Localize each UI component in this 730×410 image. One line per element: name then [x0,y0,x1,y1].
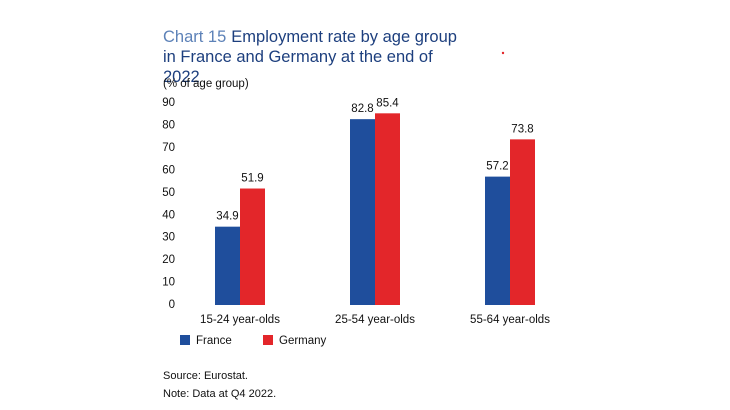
y-tick-label: 60 [162,164,175,176]
chart-title: Employment rate by age group in France a… [163,28,457,86]
value-label: 82.8 [351,103,373,115]
y-tick-label: 30 [162,232,175,244]
legend-label: Germany [279,335,327,347]
value-label: 73.8 [511,123,533,135]
chart-label: Chart 15 [163,28,227,46]
y-tick-label: 20 [162,254,175,266]
bar [485,176,510,305]
y-tick-label: 70 [162,142,175,154]
note: Note: Data at Q4 2022. [163,388,276,400]
source: Source: Eurostat. [163,370,248,382]
legend-swatch [263,335,273,345]
y-tick-label: 50 [162,187,175,199]
bar [350,119,375,305]
bar [510,139,535,305]
legend-swatch [180,335,190,345]
y-tick-label: 80 [162,119,175,131]
y-tick-label: 40 [162,209,175,221]
bar [215,226,240,305]
y-tick-label: 90 [162,97,175,109]
decoration-dot [501,51,505,55]
bar [240,188,265,305]
chart-title-block: Chart 15 Employment rate by age group in … [163,27,463,87]
value-label: 57.2 [486,161,508,173]
value-label: 51.9 [241,173,263,185]
y-tick-label: 0 [169,299,175,311]
legend-label: France [196,335,232,347]
y-tick-label: 10 [162,277,175,289]
y-axis-label: (% of age group) [163,78,249,90]
value-label: 85.4 [376,97,399,109]
x-tick-label: 25-54 year-olds [335,314,415,326]
x-tick-label: 55-64 year-olds [470,314,550,326]
x-tick-label: 15-24 year-olds [200,314,280,326]
bar [375,113,400,305]
value-label: 34.9 [216,211,238,223]
